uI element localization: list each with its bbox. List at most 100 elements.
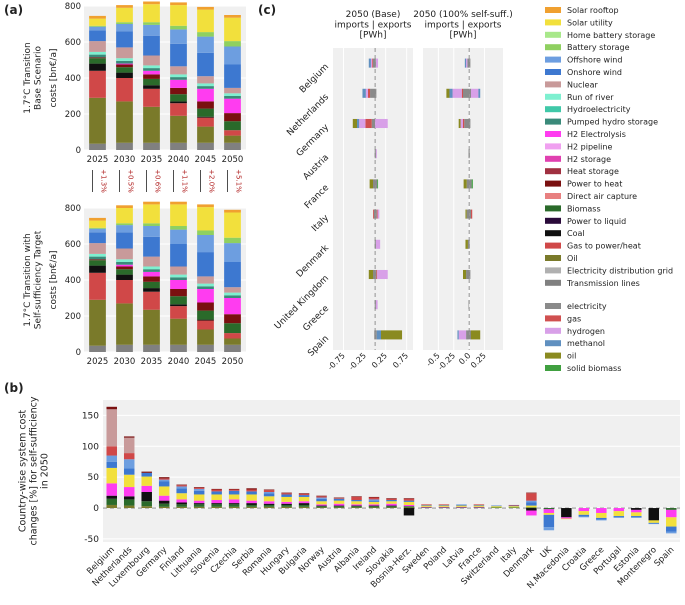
bar-segment-onshore-wind — [526, 502, 537, 506]
bar-segment-electricity — [371, 118, 376, 129]
y-tick-label: Belgium — [298, 62, 331, 95]
x-tick-label: -0.25 — [436, 351, 457, 372]
bar-segment-solar-utility — [228, 494, 240, 500]
bar-segment-h2-electrolysis — [666, 509, 677, 518]
bar-segment-biomass — [543, 508, 555, 510]
bar-segment-methanol — [376, 330, 381, 340]
bar-segment-solar-utility — [197, 9, 214, 33]
bar-segment-gas-to-power-heat — [197, 320, 214, 330]
y-tick-label: 200 — [65, 312, 81, 322]
bar-segment-coal — [403, 508, 415, 516]
bar-segment-onshore-wind — [263, 493, 275, 497]
bar-segment-onshore-wind — [116, 31, 133, 48]
bar-segment-coal — [197, 319, 214, 321]
bar-segment-pumped-hydro-storage — [116, 60, 133, 64]
legend-label: Pumped hydro storage — [567, 118, 658, 127]
bar-segment-gas-to-power-heat — [421, 504, 432, 505]
bar-segment-methanol — [368, 58, 371, 68]
x-tick-label: 0.25 — [370, 351, 389, 370]
bar-segment-biomass — [456, 507, 467, 509]
bar-segment-power-to-heat — [89, 259, 106, 261]
bar-segment-h2-electrolysis — [631, 509, 642, 513]
bar-segment-coal — [631, 508, 642, 510]
bar-segment-onshore-wind — [158, 481, 170, 487]
bar-segment-biomass — [473, 507, 485, 509]
bar-segment-onshore-wind — [386, 500, 397, 502]
plot-background — [423, 48, 503, 350]
bar-segment-oil — [106, 504, 117, 509]
bar-segment-hydrogen — [365, 88, 368, 98]
bar-segment-battery-storage — [197, 32, 214, 37]
bar-segment-pumped-hydro-storage — [89, 54, 106, 58]
bar-segment-oil — [158, 506, 170, 509]
legend-label: Heat storage — [567, 167, 619, 176]
legend-label: Oil — [567, 254, 578, 263]
bar-segment-onshore-wind — [491, 505, 502, 507]
bar-segment-power-to-heat — [116, 266, 133, 270]
y-tick-label: 0 — [76, 348, 81, 358]
bar-segment-nuclear — [116, 47, 133, 59]
bar-segment-hydrogen — [375, 239, 381, 249]
bar-segment-onshore-wind — [281, 494, 292, 497]
bar-segment-methanol — [357, 118, 360, 129]
bar-segment-solar-utility — [116, 7, 133, 23]
bar-segment-power-to-heat — [246, 488, 257, 490]
bar-segment-solar-utility — [211, 494, 222, 501]
legend-swatch-h2-electrolysis — [545, 131, 561, 137]
bar-segment-oil — [368, 269, 373, 280]
bar-segment-coal — [281, 503, 292, 505]
bar-segment-biomass — [170, 94, 187, 102]
bar-segment-biomass — [89, 260, 106, 266]
bar-segment-oil — [471, 330, 481, 340]
bar-segment-solar-utility — [116, 208, 133, 224]
bar-segment-battery-storage — [89, 227, 106, 229]
bar-segment-solar-utility — [613, 511, 625, 517]
bar-segment-h2-electrolysis — [403, 504, 415, 507]
bar-segment-solar-utility — [193, 494, 205, 501]
bar-segment-h2-electrolysis — [141, 485, 152, 492]
bar-segment-nuclear — [197, 76, 214, 84]
bar-segment-biomass — [193, 504, 205, 507]
bar-segment-solar-utility — [170, 5, 187, 26]
bar-segment-battery-storage — [224, 41, 241, 47]
bar-segment-coal — [298, 503, 310, 505]
legend-swatch-home-battery-storage — [545, 31, 561, 38]
x-tick-label: 2035 — [141, 357, 163, 367]
bar-segment-oil — [298, 506, 310, 509]
bar-segment-onshore-wind — [473, 504, 485, 506]
panel-label-a: (a) — [4, 3, 23, 17]
bar-segment-solar-utility — [143, 204, 160, 224]
bar-segment-nuclear — [106, 409, 117, 447]
bar-segment-offshore-wind — [648, 523, 660, 525]
legend-label: methanol — [567, 339, 605, 348]
bar-segment-run-of-river — [197, 283, 214, 287]
bar-segment-gas — [367, 88, 371, 98]
bar-segment-h2-electrolysis — [197, 289, 214, 303]
y-tick-label: United Kingdom — [273, 274, 331, 332]
bar-segment-oil — [369, 179, 373, 189]
bar-segment-coal — [89, 63, 106, 71]
bar-segment-oil — [316, 507, 327, 509]
bar-segment-biomass — [386, 506, 397, 508]
x-tick-label: 2040 — [168, 357, 190, 367]
bar-segment-electricity — [375, 58, 376, 68]
cost-change-label: +1.1% — [181, 169, 189, 193]
bar-segment-run-of-river — [89, 51, 106, 55]
plot-background — [333, 48, 413, 350]
bar-segment-power-to-heat — [333, 497, 345, 499]
bar-segment-h2-electrolysis — [224, 98, 241, 114]
legend-swatch-offshore-wind — [545, 56, 561, 63]
cost-change-label: +0.6% — [154, 169, 162, 193]
bar-segment-nuclear — [116, 248, 133, 260]
legend-label: solid biomass — [567, 364, 621, 373]
panel-title: 2050 (Base) imports | exports [PWh] — [334, 10, 411, 41]
panel-b: -50050100150BelgiumNetherlandsLuxembourg… — [18, 396, 680, 591]
bar-segment-coal — [333, 505, 345, 507]
bar-segment-solar-utility — [456, 505, 467, 507]
bar-segment-coal — [170, 101, 187, 104]
bar-segment-electricity — [466, 209, 470, 219]
bar-segment-power-to-heat — [403, 498, 415, 499]
bar-segment-transmission-lines — [170, 142, 187, 150]
bar-segment-solar-utility — [543, 512, 555, 515]
legend-label: Coal — [567, 229, 585, 238]
